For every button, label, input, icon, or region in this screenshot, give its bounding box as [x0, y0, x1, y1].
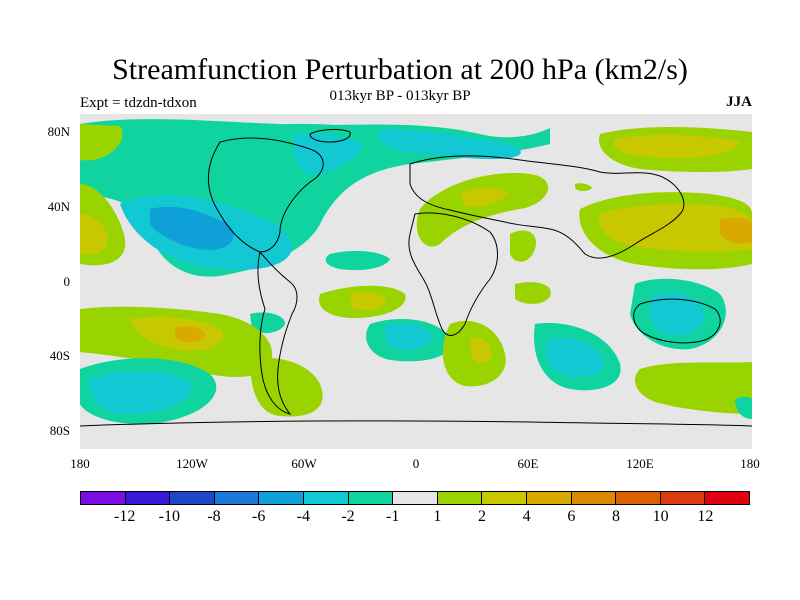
plot-subtitle: 013kyr BP - 013kyr BP: [329, 88, 471, 104]
colorbar-label: -1: [385, 508, 400, 525]
colorbar-swatch: [571, 492, 617, 504]
lat-tick-80s: 80S: [49, 423, 70, 438]
lon-tick-60w: 60W: [291, 456, 317, 471]
colorbar: [80, 491, 750, 505]
colorbar-label: -4: [296, 508, 310, 525]
map-panel: [80, 114, 752, 449]
lat-tick-40n: 40N: [47, 199, 70, 214]
lon-tick-180w: 180: [70, 456, 90, 471]
colorbar-label: 2: [478, 508, 486, 525]
season-label: JJA: [726, 94, 752, 110]
colorbar-swatch: [125, 492, 171, 504]
colorbar-label: 1: [433, 508, 442, 525]
map-svg: [80, 114, 752, 449]
lat-tick-40s: 40S: [49, 348, 70, 363]
experiment-label: Expt = tdzdn-tdxon: [80, 95, 197, 111]
colorbar-swatch: [482, 492, 527, 504]
colorbar-label: -12: [113, 508, 136, 525]
colorbar-label: 12: [697, 508, 714, 525]
colorbar-swatch: [705, 492, 749, 504]
lat-tick-80n: 80N: [47, 124, 70, 139]
colorbar-swatch: [616, 492, 661, 504]
colorbar-swatch: [170, 492, 215, 504]
colorbar-swatch: [259, 492, 304, 504]
colorbar-label: 6: [567, 508, 576, 525]
colorbar-label: 10: [652, 508, 669, 525]
lat-tick-0: 0: [63, 274, 71, 289]
lon-tick-180e: 180: [740, 456, 760, 471]
colorbar-swatch: [526, 492, 572, 504]
colorbar-swatch: [348, 492, 394, 504]
lon-tick-0: 0: [412, 456, 420, 471]
lon-tick-120w: 120W: [176, 456, 208, 471]
colorbar-label: 8: [612, 508, 620, 525]
colorbar-swatch: [393, 492, 438, 504]
colorbar-label: -6: [251, 508, 266, 525]
plot-title: Streamfunction Perturbation at 200 hPa (…: [112, 53, 688, 86]
lon-tick-60e: 60E: [517, 456, 539, 471]
colorbar-swatch: [437, 492, 483, 504]
colorbar-label: -2: [341, 508, 355, 525]
colorbar-swatch: [660, 492, 706, 504]
colorbar-label: -8: [207, 508, 221, 525]
colorbar-label: -10: [158, 508, 180, 525]
lon-tick-120e: 120E: [626, 456, 654, 471]
colorbar-label: 4: [522, 508, 531, 525]
colorbar-swatch: [81, 492, 126, 504]
coastlines: [80, 129, 752, 427]
colorbar-swatch: [303, 492, 349, 504]
colorbar-swatch: [214, 492, 260, 504]
